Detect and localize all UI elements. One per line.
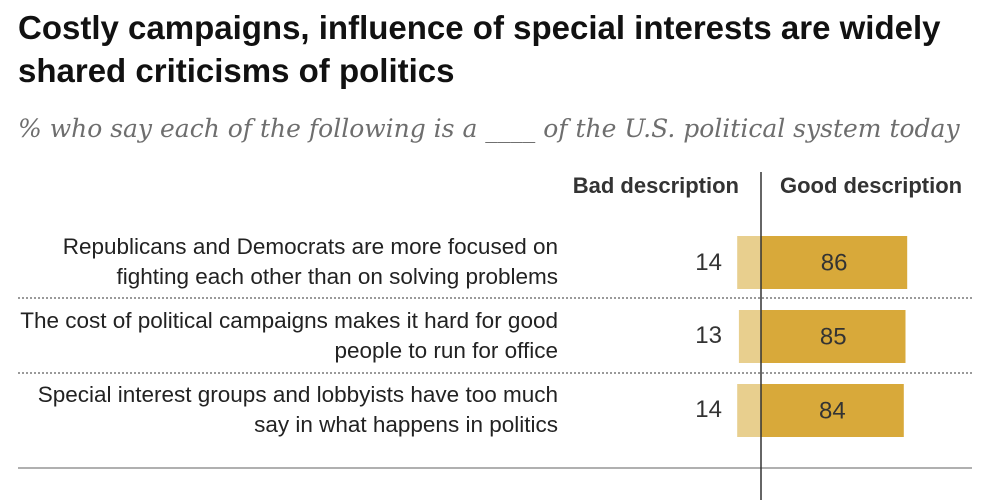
bad-description-bar [737, 384, 761, 437]
row-divider [18, 297, 972, 299]
bad-value-label: 14 [695, 396, 722, 423]
good-value-label: 84 [819, 398, 846, 425]
good-description-bar [761, 310, 906, 363]
row-divider [18, 372, 972, 374]
bad-description-bar [737, 236, 761, 289]
column-header-good-description: Good description [780, 173, 963, 198]
row-label-campaign-cost: The cost of political campaigns makes it… [20, 308, 558, 363]
chart-subtitle: % who say each of the following is a ___… [18, 114, 960, 143]
chart-title: Costly campaigns, influence of special i… [18, 9, 941, 89]
good-value-label: 85 [820, 324, 847, 351]
good-description-bar [761, 384, 904, 437]
good-description-bar [761, 236, 908, 289]
bad-description-bar [738, 310, 761, 363]
row-label-fighting: Republicans and Democrats are more focus… [62, 234, 558, 289]
column-header-bad-description: Bad description [572, 173, 739, 198]
chart-baseline [18, 467, 972, 469]
bad-value-label: 14 [695, 249, 722, 276]
row-label-special-interests: Special interest groups and lobbyists ha… [37, 382, 558, 437]
good-value-label: 86 [821, 250, 848, 277]
bad-value-label: 13 [695, 322, 722, 349]
